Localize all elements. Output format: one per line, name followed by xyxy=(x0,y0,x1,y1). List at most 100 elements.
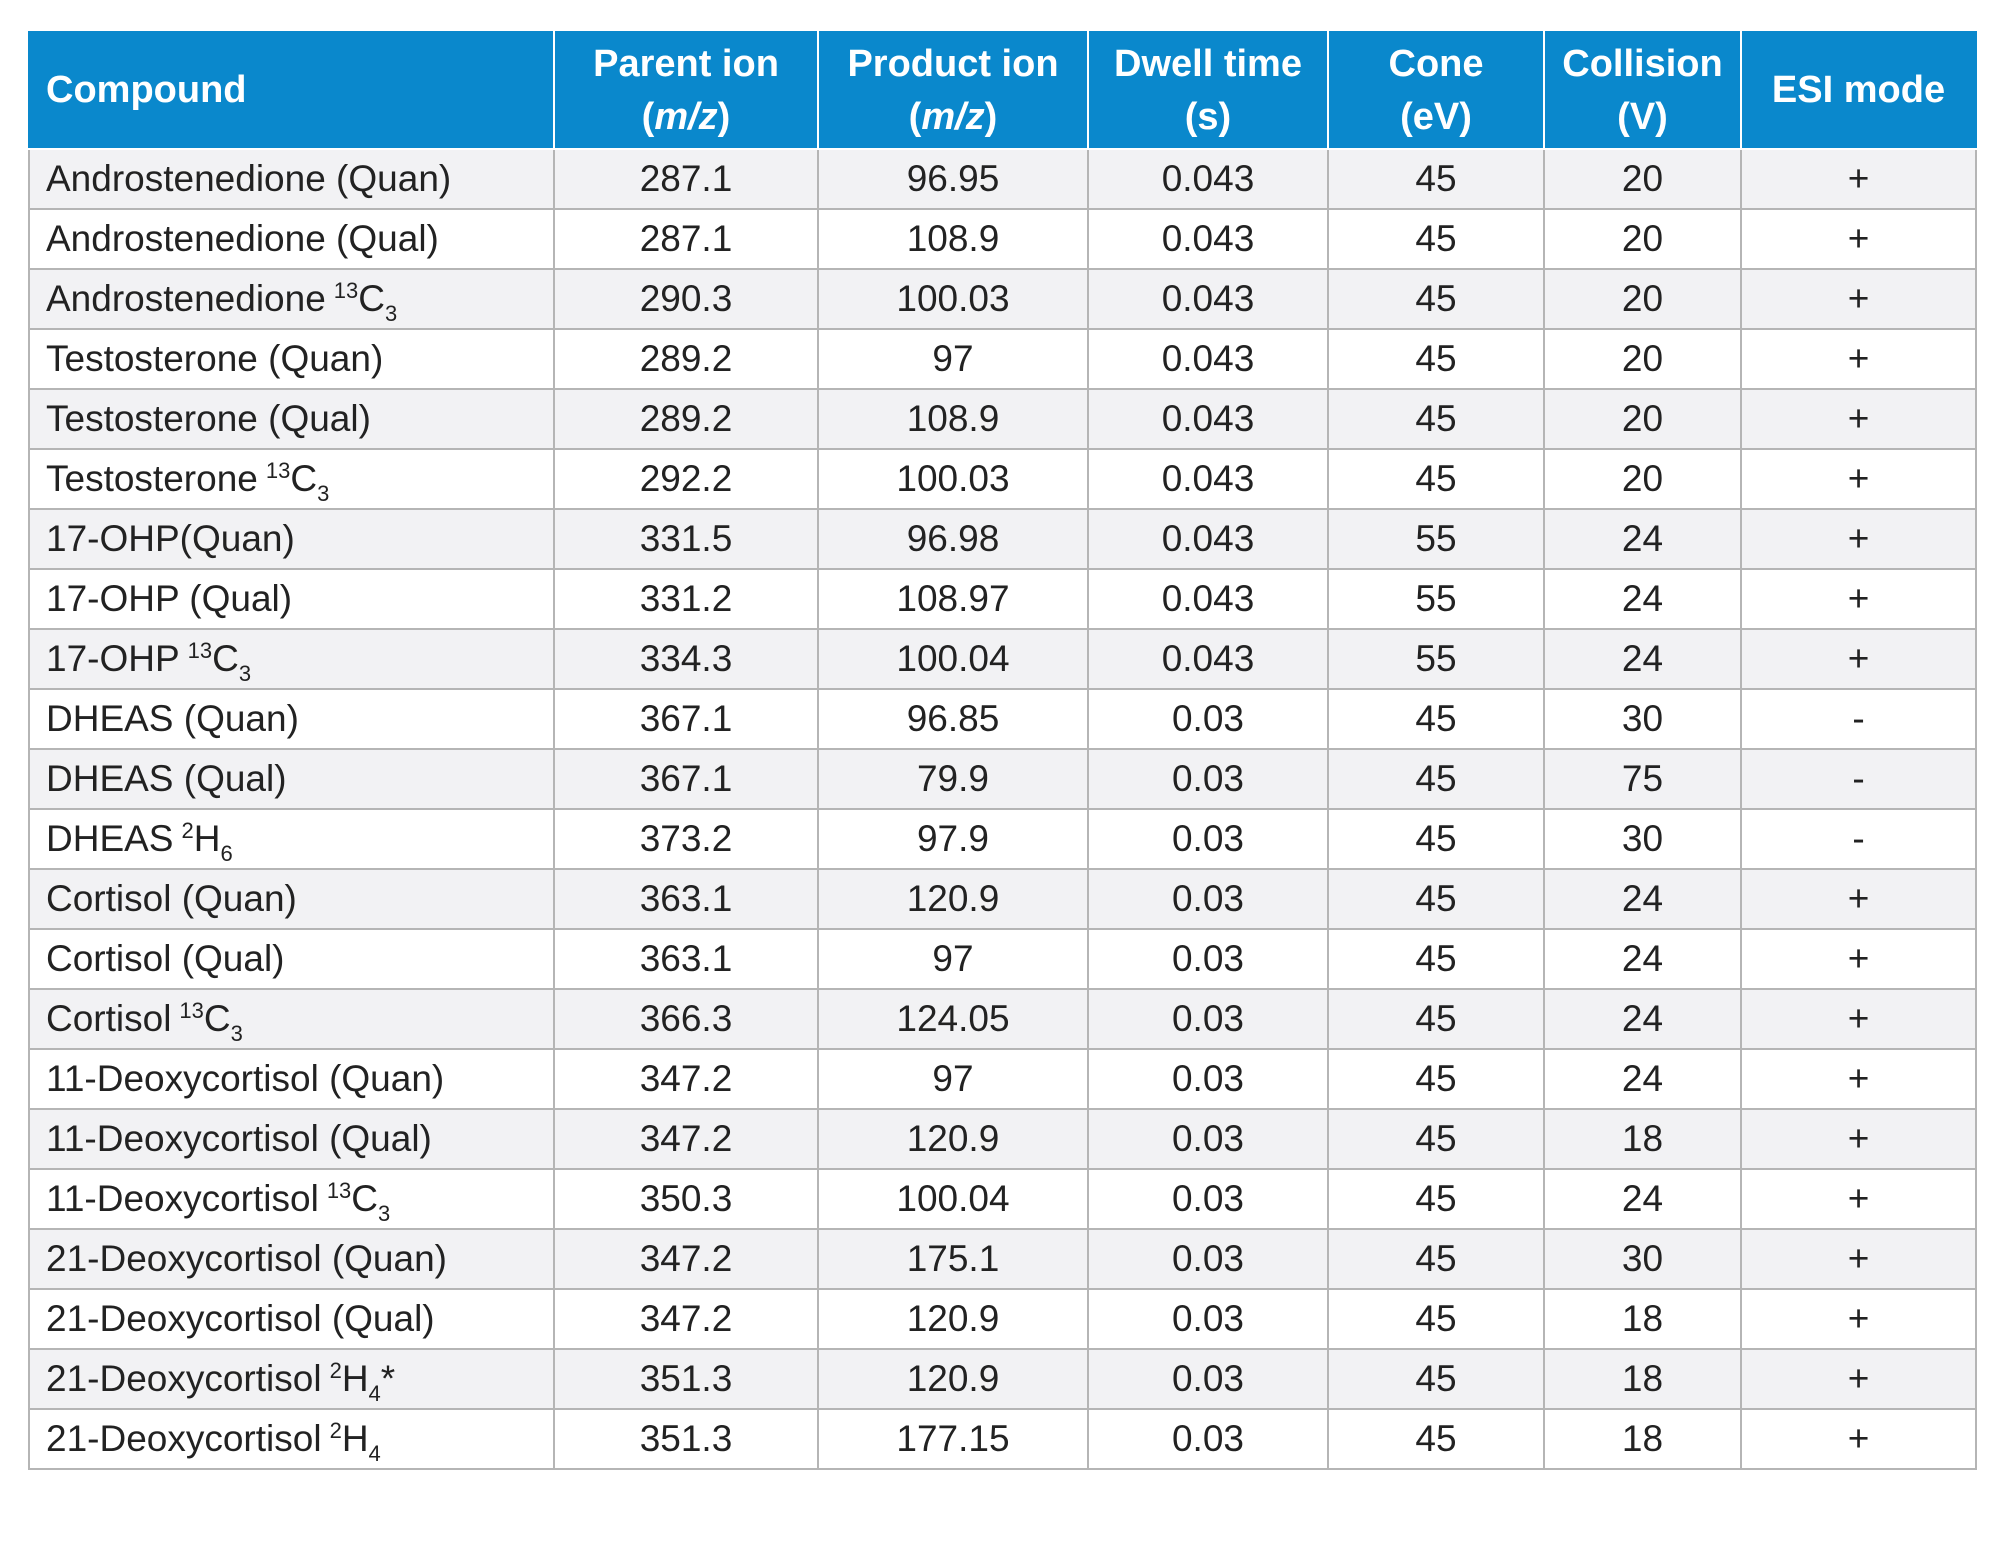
compound-name: Cortisol xyxy=(46,998,172,1039)
parent-ion-cell: 287.1 xyxy=(553,208,819,270)
compound-cell: Androstenedione 13C3 xyxy=(28,268,555,330)
parent-ion-cell: 363.1 xyxy=(553,928,819,990)
header-parent-ion-unit-wrap: (m/z) xyxy=(641,95,731,138)
cone-cell: 45 xyxy=(1327,1108,1545,1170)
product-ion-cell: 120.9 xyxy=(817,868,1089,930)
esi-mode-cell: + xyxy=(1740,1168,1977,1230)
mrm-parameters-table: Compound Parent ion (m/z) Product ion (m… xyxy=(28,31,1977,1470)
product-ion-cell: 108.9 xyxy=(817,208,1089,270)
isotope-mass-number: 13 xyxy=(265,458,291,483)
compound-cell: 17-OHP 13C3 xyxy=(28,628,555,690)
header-cone-label: Cone xyxy=(1388,42,1484,85)
table-row: Testosterone (Quan) 289.2 97 0.043 45 20 + xyxy=(28,328,1977,390)
compound-cell: 21-Deoxycortisol 2H4 xyxy=(28,1408,555,1470)
parent-ion-cell: 331.2 xyxy=(553,568,819,630)
compound-name: Androstenedione (Qual) xyxy=(46,218,439,259)
table-row: DHEAS 2H6 373.2 97.9 0.03 45 30- xyxy=(28,808,1977,870)
esi-mode-cell: + xyxy=(1740,148,1977,210)
header-product-ion-label: Product ion xyxy=(847,42,1059,85)
product-ion-cell: 97.9 xyxy=(817,808,1089,870)
table-row: Cortisol (Qual) 363.1 97 0.03 45 24 + xyxy=(28,928,1977,990)
table-row: 21-Deoxycortisol (Quan) 347.2 175.1 0.03 45 3… xyxy=(28,1228,1977,1290)
cone-cell: 45 xyxy=(1327,1228,1545,1290)
isotope-element: H xyxy=(193,818,221,859)
compound-cell: Testosterone 13C3 xyxy=(28,448,555,510)
collision-cell: 30 xyxy=(1543,808,1742,870)
dwell-time-cell: 0.03 xyxy=(1087,1108,1329,1170)
esi-mode-cell: + xyxy=(1740,508,1977,570)
table-row: Cortisol 13C3 366.3 124.05 0.03 45 24 + xyxy=(28,988,1977,1050)
parent-ion-cell: 289.2 xyxy=(553,328,819,390)
header-dwell-time-unit: (s) xyxy=(1184,95,1232,138)
compound-name: 21-Deoxycortisol (Quan) xyxy=(46,1238,447,1279)
header-compound: Compound xyxy=(28,31,555,150)
product-ion-cell: 175.1 xyxy=(817,1228,1089,1290)
product-ion-cell: 97 xyxy=(817,1048,1089,1110)
esi-mode-cell: + xyxy=(1740,448,1977,510)
product-ion-cell: 96.95 xyxy=(817,148,1089,210)
parent-ion-cell: 351.3 xyxy=(553,1408,819,1470)
collision-cell: 18 xyxy=(1543,1108,1742,1170)
product-ion-cell: 100.04 xyxy=(817,1168,1089,1230)
cone-cell: 45 xyxy=(1327,328,1545,390)
product-ion-cell: 96.85 xyxy=(817,688,1089,750)
header-parent-ion-unit: m/z xyxy=(654,95,718,138)
header-cone: Cone (eV) xyxy=(1327,31,1545,150)
parent-ion-cell: 347.2 xyxy=(553,1228,819,1290)
parent-ion-cell: 287.1 xyxy=(553,148,819,210)
compound-name: Testosterone (Quan) xyxy=(46,338,384,379)
cone-cell: 45 xyxy=(1327,748,1545,810)
table-row: 17-OHP 13C3 334.3 100.04 0.043 55 24 + xyxy=(28,628,1977,690)
compound-cell: 21-Deoxycortisol (Qual) xyxy=(28,1288,555,1350)
header-parent-ion-label: Parent ion xyxy=(593,42,779,85)
isotope-element: C xyxy=(203,998,231,1039)
header-collision-unit: (V) xyxy=(1617,95,1668,138)
parent-ion-cell: 292.2 xyxy=(553,448,819,510)
cone-cell: 45 xyxy=(1327,928,1545,990)
collision-cell: 18 xyxy=(1543,1288,1742,1350)
collision-cell: 24 xyxy=(1543,1168,1742,1230)
isotope-mass-number: 13 xyxy=(333,278,359,303)
table-row: Testosterone 13C3 292.2 100.03 0.043 45 20 + xyxy=(28,448,1977,510)
compound-name: Cortisol (Quan) xyxy=(46,878,297,919)
header-product-ion: Product ion (m/z) xyxy=(817,31,1089,150)
cone-cell: 45 xyxy=(1327,1408,1545,1470)
dwell-time-cell: 0.03 xyxy=(1087,988,1329,1050)
table-row: 21-Deoxycortisol 2H4* 351.3 120.9 0.03 45 18 + xyxy=(28,1348,1977,1410)
header-esi-mode: ESI mode xyxy=(1740,31,1977,150)
header-dwell-time-label: Dwell time xyxy=(1114,42,1302,85)
header-dwell-time: Dwell time (s) xyxy=(1087,31,1329,150)
header-parent-ion: Parent ion (m/z) xyxy=(553,31,819,150)
isotope-count: 6 xyxy=(220,841,233,866)
esi-mode-cell: + xyxy=(1740,868,1977,930)
cone-cell: 55 xyxy=(1327,568,1545,630)
dwell-time-cell: 0.043 xyxy=(1087,568,1329,630)
isotope-count: 4 xyxy=(368,1441,381,1466)
esi-mode-cell: - xyxy=(1740,688,1977,750)
parent-ion-cell: 373.2 xyxy=(553,808,819,870)
dwell-time-cell: 0.03 xyxy=(1087,928,1329,990)
product-ion-cell: 120.9 xyxy=(817,1108,1089,1170)
table-row: 11-Deoxycortisol 13C3 350.3 100.04 0.03 45 24 + xyxy=(28,1168,1977,1230)
header-collision-label: Collision xyxy=(1562,42,1723,85)
isotope-mass-number: 13 xyxy=(179,998,204,1023)
compound-cell: Androstenedione (Qual) xyxy=(28,208,555,270)
cone-cell: 45 xyxy=(1327,1048,1545,1110)
compound-cell: 21-Deoxycortisol (Quan) xyxy=(28,1228,555,1290)
compound-cell: DHEAS (Quan) xyxy=(28,688,555,750)
product-ion-cell: 96.98 xyxy=(817,508,1089,570)
parent-ion-cell: 347.2 xyxy=(553,1048,819,1110)
collision-cell: 24 xyxy=(1543,1048,1742,1110)
header-collision: Collision (V) xyxy=(1543,31,1742,150)
cone-cell: 45 xyxy=(1327,808,1545,870)
dwell-time-cell: 0.03 xyxy=(1087,688,1329,750)
isotope-count: 3 xyxy=(230,1021,243,1046)
compound-cell: 11-Deoxycortisol 13C3 xyxy=(28,1168,555,1230)
compound-cell: 11-Deoxycortisol (Quan) xyxy=(28,1048,555,1110)
compound-cell: 21-Deoxycortisol 2H4* xyxy=(28,1348,555,1410)
esi-mode-cell: - xyxy=(1740,748,1977,810)
product-ion-cell: 97 xyxy=(817,328,1089,390)
parent-ion-cell: 363.1 xyxy=(553,868,819,930)
table-row: Androstenedione (Qual) 287.1 108.9 0.043 45 2… xyxy=(28,208,1977,270)
compound-name: 11-Deoxycortisol xyxy=(46,1178,319,1219)
